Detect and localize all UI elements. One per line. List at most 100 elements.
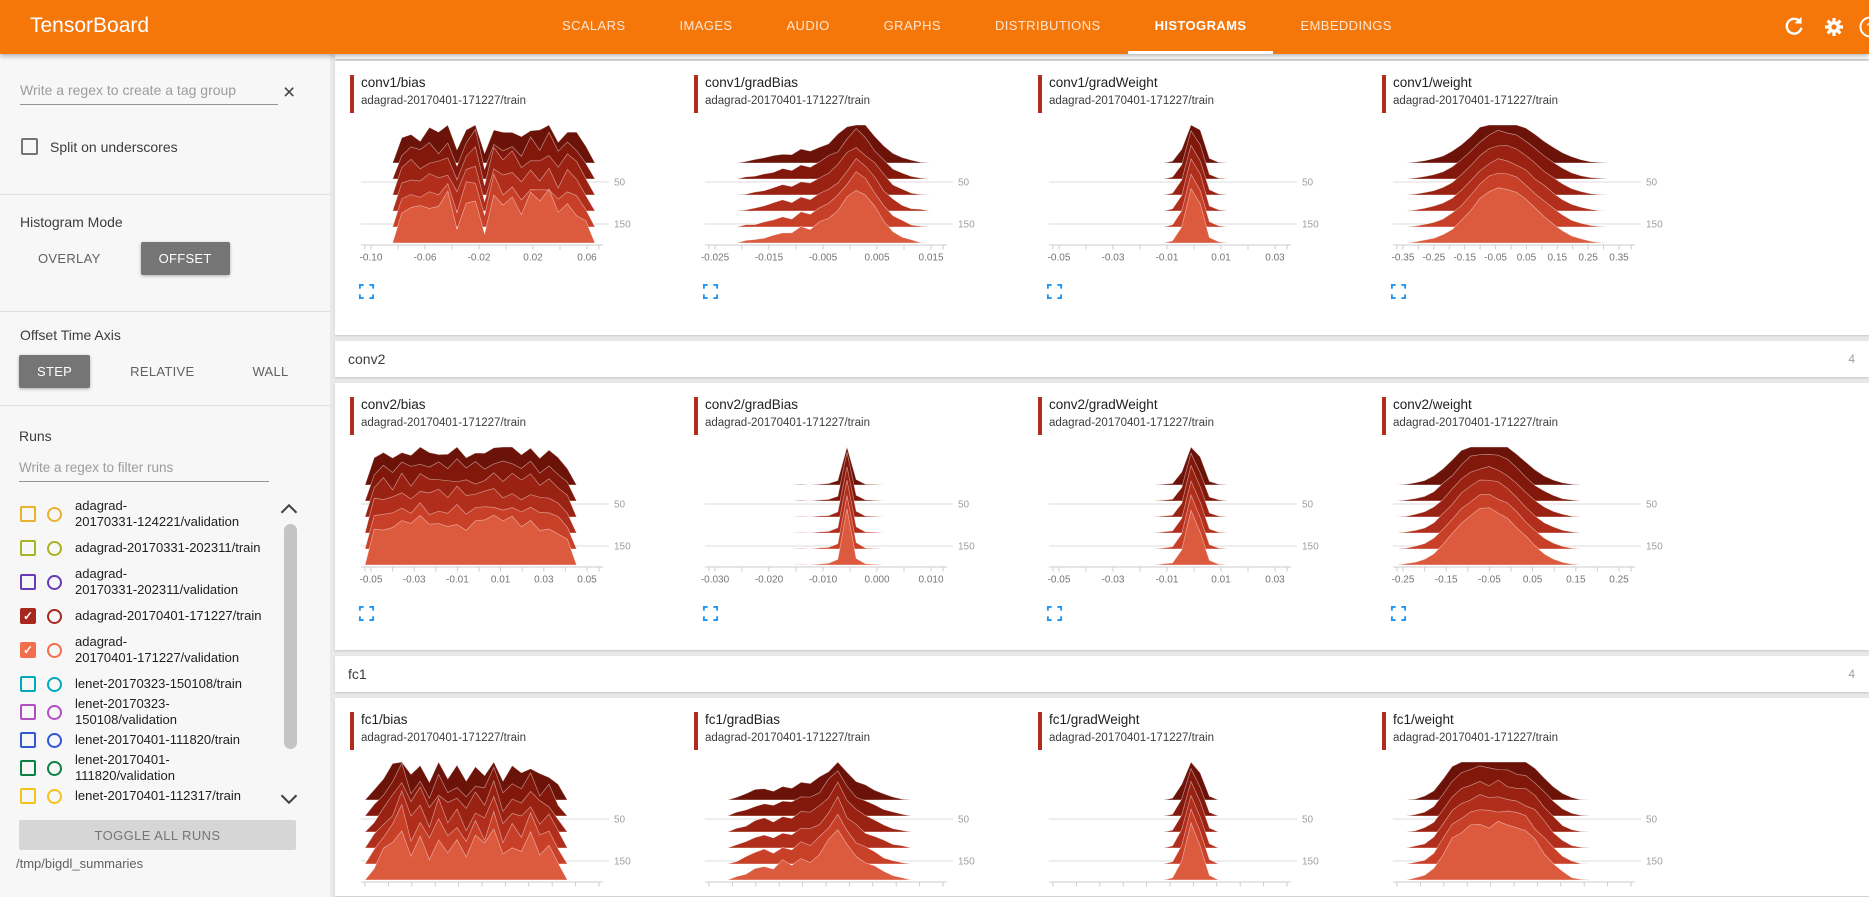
run-checkbox[interactable]: ✓ [20,642,36,658]
run-radio[interactable] [47,760,62,776]
scroll-up-icon[interactable] [280,504,298,514]
ridgeline-histogram-plot[interactable]: 50 150 [1043,756,1343,896]
run-checkbox[interactable] [20,506,36,522]
ridgeline-histogram-plot[interactable]: 50 150 -0.25 -0.15 -0.05 0.05 0.15 0.25 [1387,441,1687,591]
svg-text:150: 150 [1302,220,1319,231]
tab-audio[interactable]: AUDIO [786,18,830,33]
run-checkbox[interactable]: ✓ [20,608,36,624]
overlay-button[interactable]: OVERLAY [20,242,119,275]
ridgeline-histogram-plot[interactable]: 50 150 -0.030 -0.020 -0.010 0.000 0.010 [699,441,999,591]
tag-filter-input[interactable] [20,80,278,105]
ridgeline-histogram-plot[interactable]: 50 150 -0.05 -0.03 -0.01 0.01 0.03 0.05 [355,441,655,591]
run-radio[interactable] [47,574,62,590]
svg-text:150: 150 [1646,542,1663,553]
run-checkbox[interactable] [20,732,36,748]
split-underscores-checkbox[interactable] [21,138,38,155]
expand-icon[interactable] [702,605,719,622]
ridgeline-histogram-plot[interactable]: 50 150 -0.35 -0.25 -0.15 -0.05 0.05 0.15 0.25 0.3… [1387,119,1687,269]
run-item[interactable]: adagrad- 20170331-124221/validation [0,494,280,534]
clear-tag-filter-icon[interactable]: × [283,81,296,104]
run-radio[interactable] [47,676,62,692]
svg-text:-0.005: -0.005 [809,253,838,264]
run-color-bar [694,75,698,113]
run-radio[interactable] [47,788,62,804]
settings-icon[interactable] [1822,15,1846,39]
chart-title: conv2/gradBias [705,397,799,412]
refresh-icon[interactable] [1782,15,1806,39]
split-underscores-row[interactable]: Split on underscores [21,138,178,155]
svg-text:0.06: 0.06 [577,253,597,264]
run-item[interactable]: lenet-20170323-150108/validation [0,696,280,727]
run-item[interactable]: adagrad-20170331-202311/train [0,534,280,562]
offset-axis-toggle: STEP RELATIVE WALL [19,355,307,388]
ridgeline-histogram-plot[interactable]: 50 150 -0.10 -0.06 -0.02 0.02 0.06 [355,119,655,269]
wall-button[interactable]: WALL [234,355,306,388]
svg-text:50: 50 [1646,815,1658,826]
tab-scalars[interactable]: SCALARS [562,18,626,33]
offset-button[interactable]: OFFSET [140,242,230,275]
expand-icon[interactable] [358,283,375,300]
expand-icon[interactable] [1046,605,1063,622]
tab-graphs[interactable]: GRAPHS [883,18,941,33]
run-checkbox[interactable] [20,574,36,590]
run-item[interactable]: lenet-20170401-112317/train [0,782,280,810]
svg-text:0.15: 0.15 [1548,253,1568,264]
run-item[interactable]: ✓ adagrad- 20170401-171227/validation [0,630,280,670]
svg-text:-0.03: -0.03 [1102,575,1125,586]
run-list-scrollbar[interactable] [284,524,297,749]
svg-text:150: 150 [614,220,631,231]
chart-title: conv2/weight [1393,397,1472,412]
run-item[interactable]: lenet-20170401-111820/train [0,726,280,754]
histograms-dashboard: conv1/bias adagrad-20170401-171227/train 5… [330,54,1869,897]
run-item[interactable]: ✓ adagrad-20170401-171227/train [0,602,280,630]
run-item[interactable]: lenet-20170401-111820/validation [0,752,280,783]
run-radio[interactable] [47,540,62,556]
run-checkbox[interactable] [20,540,36,556]
ridgeline-histogram-plot[interactable]: 50 150 -0.05 -0.03 -0.01 0.01 0.03 [1043,119,1343,269]
run-checkbox[interactable] [20,704,36,720]
tab-distributions[interactable]: DISTRIBUTIONS [994,18,1101,33]
svg-text:0.05: 0.05 [1523,575,1543,586]
tab-images[interactable]: IMAGES [679,18,733,33]
relative-button[interactable]: RELATIVE [112,355,212,388]
expand-icon[interactable] [1390,283,1407,300]
tab-embeddings[interactable]: EMBEDDINGS [1300,18,1392,33]
run-radio[interactable] [47,608,62,624]
run-filter-input[interactable] [19,458,269,482]
run-item[interactable]: adagrad- 20170331-202311/validation [0,562,280,602]
run-item[interactable]: lenet-20170323-150108/train [0,670,280,698]
histogram-card-conv2-bias: conv2/bias adagrad-20170401-171227/train 5… [350,383,686,650]
run-radio[interactable] [47,642,62,658]
group-header-conv2[interactable]: conv2 4 [335,341,1869,377]
run-radio[interactable] [47,506,62,522]
svg-text:0.01: 0.01 [1211,575,1231,586]
chart-run-name: adagrad-20170401-171227/train [1049,417,1214,429]
expand-icon[interactable] [358,605,375,622]
ridgeline-histogram-plot[interactable]: 50 150 -0.025 -0.015 -0.005 0.005 0.015 [699,119,999,269]
chart-title: conv1/gradWeight [1049,75,1158,90]
run-label: lenet-20170323-150108/validation [75,696,177,727]
run-radio[interactable] [47,732,62,748]
histogram-card-fc1-gradBias: fc1/gradBias adagrad-20170401-171227/trai… [694,698,1030,896]
ridgeline-histogram-plot[interactable]: 50 150 -0.05 -0.03 -0.01 0.01 0.03 [1043,441,1343,591]
svg-text:150: 150 [1646,220,1663,231]
help-icon[interactable]: ? [1858,15,1869,39]
ridgeline-histogram-plot[interactable]: 50 150 [355,756,655,896]
chart-run-name: adagrad-20170401-171227/train [1049,95,1214,107]
expand-icon[interactable] [702,283,719,300]
ridgeline-histogram-plot[interactable]: 50 150 [699,756,999,896]
run-radio[interactable] [47,704,62,720]
ridgeline-histogram-plot[interactable]: 50 150 [1387,756,1687,896]
scroll-down-icon[interactable] [280,794,298,804]
run-checkbox[interactable] [20,760,36,776]
expand-icon[interactable] [1390,605,1407,622]
tab-histograms[interactable]: HISTOGRAMS [1127,0,1274,54]
run-checkbox[interactable] [20,788,36,804]
run-color-bar [1382,712,1386,750]
run-checkbox[interactable] [20,676,36,692]
group-header-fc1[interactable]: fc1 4 [335,656,1869,692]
step-button[interactable]: STEP [19,355,91,388]
toggle-all-runs-button[interactable]: TOGGLE ALL RUNS [19,820,296,850]
expand-icon[interactable] [1046,283,1063,300]
svg-text:150: 150 [614,542,631,553]
